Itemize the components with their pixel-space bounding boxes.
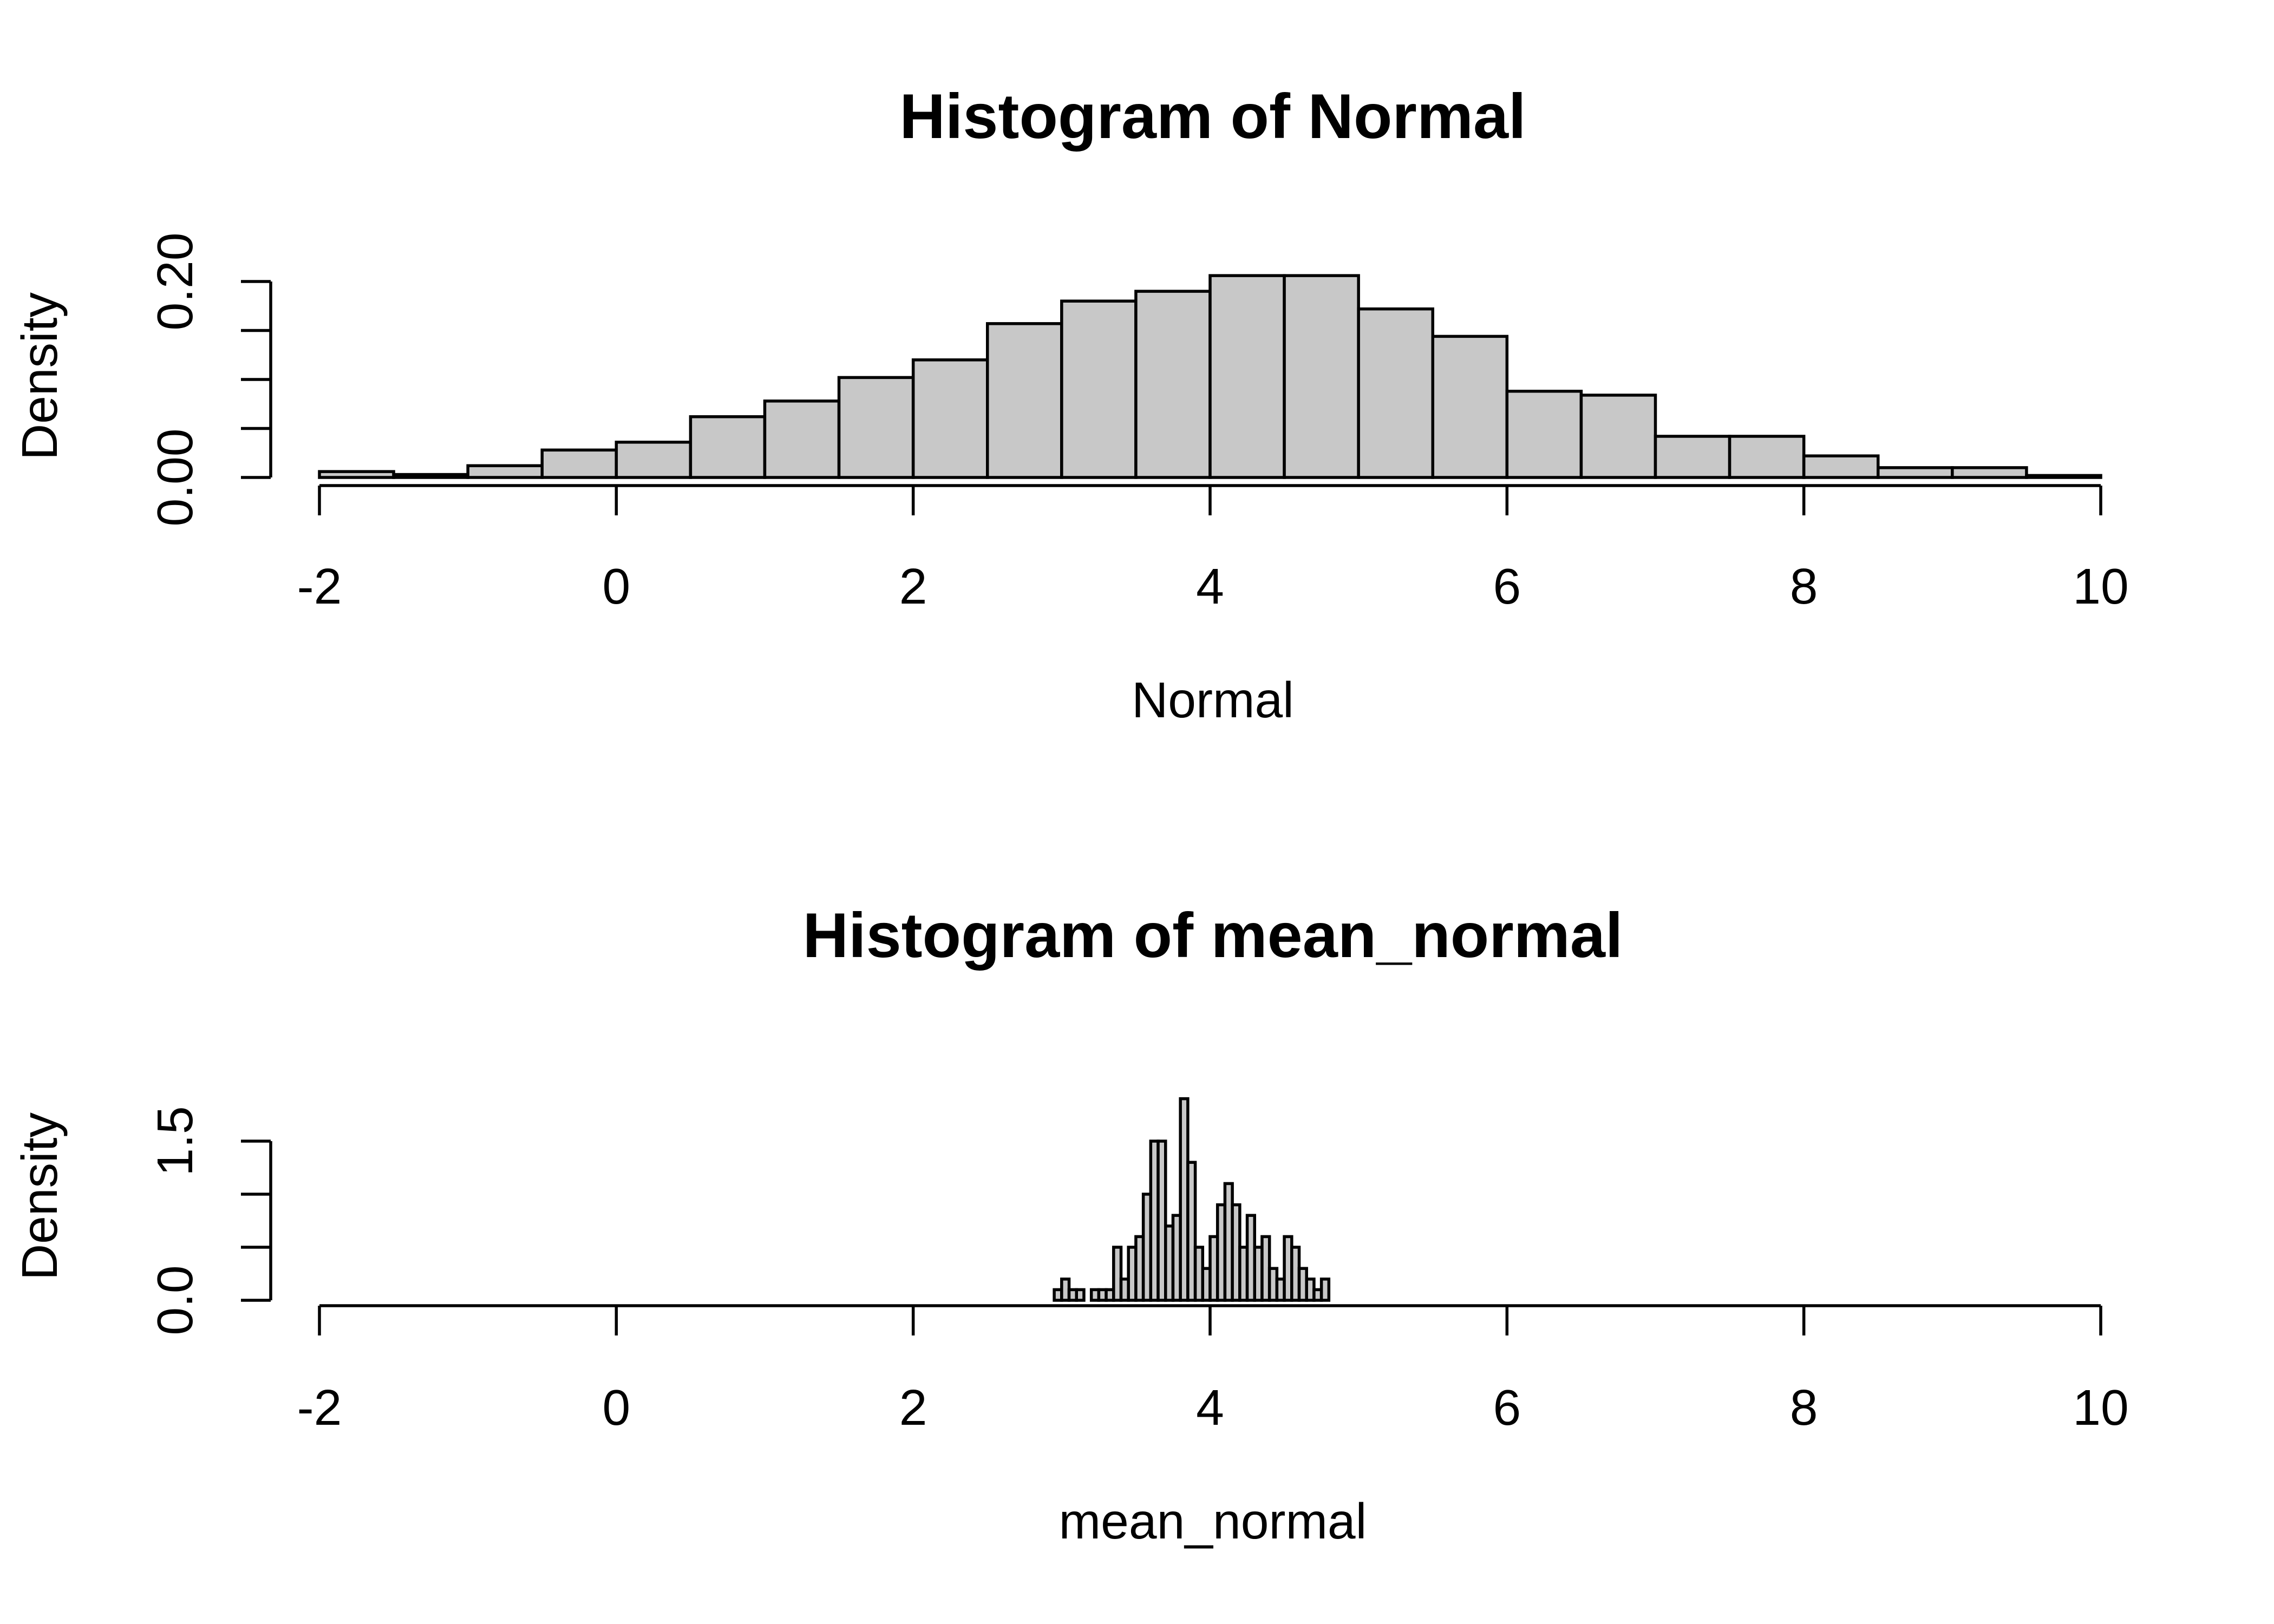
y-tick-label: 0.0 xyxy=(147,1265,203,1335)
histogram-bar xyxy=(837,376,915,479)
chart-title: Histogram of mean_normal xyxy=(803,900,1623,971)
histogram-bar xyxy=(1579,394,1657,479)
histogram-bar xyxy=(392,473,469,479)
chart-title: Histogram of Normal xyxy=(899,81,1526,152)
histogram-bar xyxy=(1728,435,1806,479)
x-axis-label: mean_normal xyxy=(1059,1493,1367,1549)
histogram-bar xyxy=(1060,299,1138,479)
histogram-bar xyxy=(1134,290,1212,479)
y-axis: 0.0 1.5 xyxy=(147,1106,272,1335)
histogram-bar xyxy=(1654,435,1731,479)
y-tick-label: 1.5 xyxy=(147,1106,203,1176)
x-tick-label: 8 xyxy=(1790,558,1818,614)
x-tick-label: 0 xyxy=(602,1379,630,1436)
y-axis-label: Density xyxy=(11,292,68,460)
histogram-bar xyxy=(1208,274,1286,479)
histogram-normal-panel: Histogram of Normal Normal Density -2 0 2 4… xyxy=(11,81,2129,728)
x-tick-label: 0 xyxy=(602,558,630,614)
x-tick-label: 10 xyxy=(2073,558,2128,614)
y-axis: 0.00 0.20 xyxy=(147,232,272,527)
x-tick-label: 2 xyxy=(899,1379,927,1436)
histogram-bar xyxy=(540,448,618,479)
histogram-bar xyxy=(986,322,1063,479)
x-tick-label: 6 xyxy=(1493,558,1521,614)
x-axis: -2 0 2 4 6 8 10 xyxy=(297,1304,2129,1436)
histogram-bar xyxy=(1186,1161,1197,1302)
histogram-bar xyxy=(466,464,544,479)
histogram-bar xyxy=(1431,335,1509,479)
histogram-bars xyxy=(1053,1097,1331,1302)
y-tick-label: 0.20 xyxy=(147,232,203,330)
x-tick-label: 10 xyxy=(2073,1379,2128,1436)
histogram-bar xyxy=(1283,274,1360,479)
x-tick-label: 8 xyxy=(1790,1379,1818,1436)
x-tick-label: 4 xyxy=(1196,558,1224,614)
histogram-bar xyxy=(1505,389,1583,479)
x-tick-label: 6 xyxy=(1493,1379,1521,1436)
histogram-bar xyxy=(1319,1278,1331,1302)
histogram-bar xyxy=(2025,474,2102,479)
histogram-bar xyxy=(763,400,841,479)
x-tick-label: -2 xyxy=(297,558,342,614)
y-axis-label: Density xyxy=(11,1112,68,1280)
histogram-bar xyxy=(1802,454,1880,479)
histogram-bar xyxy=(1951,466,2028,479)
x-tick-label: 2 xyxy=(899,558,927,614)
x-axis: -2 0 2 4 6 8 10 xyxy=(297,484,2129,614)
histogram-bar xyxy=(615,441,692,479)
histogram-bar xyxy=(1877,466,1954,479)
histogram-bar xyxy=(318,470,395,479)
histogram-mean-normal-panel: Histogram of mean_normal mean_normal Den… xyxy=(11,900,2129,1549)
x-axis-label: Normal xyxy=(1132,672,1294,728)
histogram-bars xyxy=(318,274,2102,479)
histogram-bar xyxy=(1075,1288,1086,1302)
histogram-bar xyxy=(911,358,989,479)
histogram-bar xyxy=(1357,307,1435,479)
histogram-bar xyxy=(689,415,767,479)
y-tick-label: 0.00 xyxy=(147,428,203,526)
histogram-bar xyxy=(1112,1246,1123,1302)
x-tick-label: -2 xyxy=(297,1379,342,1436)
x-tick-label: 4 xyxy=(1196,1379,1224,1436)
histogram-bar xyxy=(1156,1140,1167,1302)
